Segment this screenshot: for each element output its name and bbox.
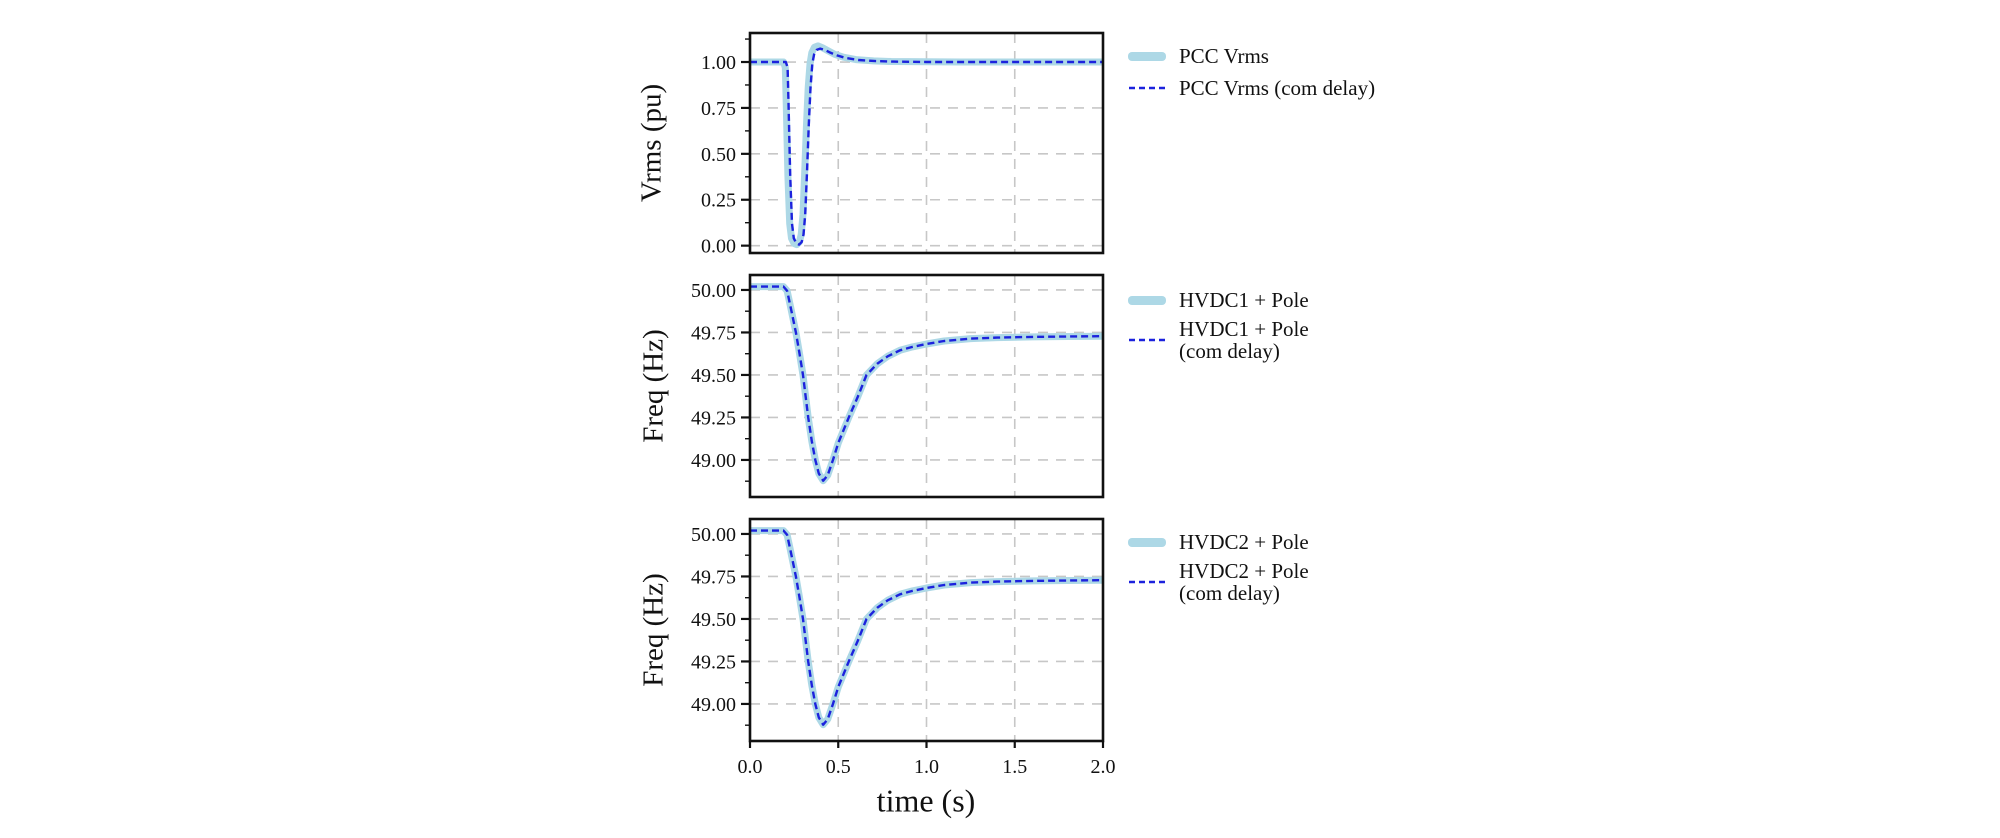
legend-label: HVDC1 + Pole xyxy=(1179,289,1309,311)
legend-label: HVDC2 + Pole (com delay) xyxy=(1179,560,1309,604)
legend-label-line: HVDC2 + Pole xyxy=(1179,559,1309,583)
dashed-line-swatch-icon xyxy=(1129,580,1165,584)
legend-item: PCC Vrms (com delay) xyxy=(1128,74,1375,102)
svg-text:49.75: 49.75 xyxy=(691,566,736,588)
legend-label-line: PCC Vrms (com delay) xyxy=(1179,76,1376,100)
dashed-line-swatch-icon xyxy=(1129,338,1165,342)
svg-text:0.00: 0.00 xyxy=(701,236,736,258)
svg-text:49.25: 49.25 xyxy=(691,407,736,429)
svg-text:0.50: 0.50 xyxy=(701,144,736,166)
svg-text:50.00: 50.00 xyxy=(691,524,736,546)
legend-label-line: HVDC1 + Pole xyxy=(1179,288,1309,312)
legend-label-line: (com delay) xyxy=(1179,339,1280,363)
legend-label: HVDC2 + Pole xyxy=(1179,531,1309,553)
svg-text:50.00: 50.00 xyxy=(691,280,736,302)
legend-label-line: HVDC1 + Pole xyxy=(1179,317,1309,341)
legend-label-line: HVDC2 + Pole xyxy=(1179,530,1309,554)
legend-item: HVDC2 + Pole xyxy=(1128,528,1309,556)
svg-text:49.00: 49.00 xyxy=(691,694,736,716)
legend-item: HVDC2 + Pole (com delay) xyxy=(1128,560,1309,604)
svg-text:0.25: 0.25 xyxy=(701,190,736,212)
svg-text:0.0: 0.0 xyxy=(738,756,763,778)
svg-text:1.5: 1.5 xyxy=(1002,756,1027,778)
svg-text:49.50: 49.50 xyxy=(691,365,736,387)
svg-text:1.0: 1.0 xyxy=(914,756,939,778)
svg-text:49.25: 49.25 xyxy=(691,651,736,673)
svg-text:0.5: 0.5 xyxy=(826,756,851,778)
svg-text:49.00: 49.00 xyxy=(691,450,736,472)
legend-item: HVDC1 + Pole xyxy=(1128,286,1309,314)
legend-pcc-vrms: PCC Vrms PCC Vrms (com delay) xyxy=(1128,42,1375,102)
band-line-swatch-icon xyxy=(1128,537,1166,547)
band-line-swatch-icon xyxy=(1128,51,1166,61)
svg-text:0.75: 0.75 xyxy=(701,98,736,120)
svg-text:49.75: 49.75 xyxy=(691,322,736,344)
svg-text:2.0: 2.0 xyxy=(1091,756,1116,778)
y-axis-label-freq-hvdc1: Freq (Hz) xyxy=(637,329,670,443)
y-axis-label-vrms: Vrms (pu) xyxy=(635,83,668,203)
dashed-line-swatch-icon xyxy=(1129,86,1165,90)
svg-text:1.00: 1.00 xyxy=(701,52,736,74)
x-axis-label: time (s) xyxy=(876,782,976,819)
y-axis-label-freq-hvdc2: Freq (Hz) xyxy=(637,573,670,687)
legend-label: PCC Vrms xyxy=(1179,45,1269,67)
legend-item: PCC Vrms xyxy=(1128,42,1375,70)
legend-hvdc2: HVDC2 + Pole HVDC2 + Pole (com delay) xyxy=(1128,528,1309,604)
legend-label-line: (com delay) xyxy=(1179,581,1280,605)
legend-label-line: PCC Vrms xyxy=(1179,44,1269,68)
legend-label: PCC Vrms (com delay) xyxy=(1179,77,1375,99)
svg-text:49.50: 49.50 xyxy=(691,609,736,631)
legend-label: HVDC1 + Pole (com delay) xyxy=(1179,318,1309,362)
legend-hvdc1: HVDC1 + Pole HVDC1 + Pole (com delay) xyxy=(1128,286,1309,362)
legend-item: HVDC1 + Pole (com delay) xyxy=(1128,318,1309,362)
band-line-swatch-icon xyxy=(1128,295,1166,305)
